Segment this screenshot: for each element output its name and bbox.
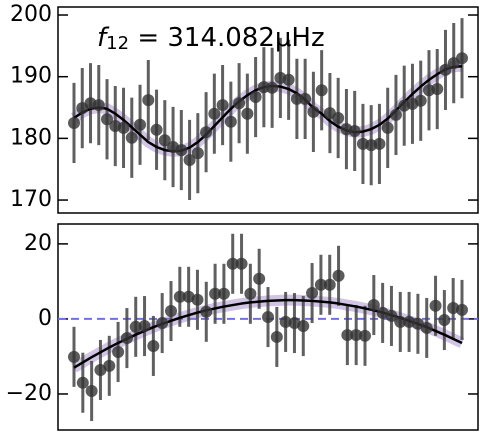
data-point: [216, 99, 229, 112]
data-point: [389, 108, 402, 121]
data-point: [253, 272, 266, 285]
data-point: [191, 293, 204, 306]
data-point: [138, 320, 151, 333]
data-point: [134, 118, 147, 131]
data-point: [200, 126, 213, 139]
data-point: [414, 94, 427, 107]
data-point: [282, 73, 295, 86]
data-point: [117, 121, 130, 134]
data-point: [85, 384, 98, 397]
data-point: [323, 278, 336, 291]
data-point: [385, 309, 398, 322]
data-point: [429, 299, 442, 312]
data-point: [394, 315, 407, 328]
data-point: [200, 305, 213, 318]
data-point: [92, 99, 105, 112]
data-point: [270, 330, 283, 343]
data-point: [147, 339, 160, 352]
data-point: [112, 345, 125, 358]
data-point: [420, 321, 433, 334]
data-point: [208, 107, 221, 120]
plot-frame: [57, 6, 479, 214]
data-point: [173, 290, 186, 303]
data-point: [367, 299, 380, 312]
data-point: [165, 305, 177, 318]
y-tick-label: 180: [10, 125, 52, 150]
y-tick-label: 0: [38, 306, 52, 331]
annotation-text: = 314.082μHz: [129, 23, 325, 53]
data-point: [438, 314, 451, 327]
data-point: [120, 332, 133, 345]
data-point: [456, 52, 468, 65]
data-point: [217, 287, 230, 300]
data-point: [191, 147, 204, 160]
data-point: [76, 376, 89, 389]
plot-frame: [57, 223, 479, 431]
data-point: [175, 144, 188, 157]
data-point: [456, 303, 468, 316]
data-point: [233, 97, 246, 110]
data-point: [68, 116, 80, 129]
data-point: [431, 83, 444, 96]
data-point: [68, 350, 80, 363]
data-point: [103, 359, 116, 372]
y-tick-label: 20: [24, 231, 52, 256]
data-point: [373, 137, 386, 150]
data-point: [183, 153, 196, 166]
data-point: [241, 107, 254, 120]
y-tick-label: 170: [10, 187, 52, 212]
data-point: [235, 257, 248, 270]
data-point: [350, 329, 363, 342]
data-point: [314, 278, 327, 291]
data-point: [279, 315, 292, 328]
data-point: [307, 105, 320, 118]
data-point: [297, 320, 310, 333]
data-point: [142, 94, 155, 107]
annotation-subscript: 12: [106, 33, 129, 54]
data-point: [158, 134, 171, 147]
data-point: [224, 115, 237, 128]
data-point: [315, 84, 328, 97]
data-point: [439, 63, 452, 76]
y-tick-label: 200: [10, 2, 52, 27]
y-tick-label: −20: [6, 381, 52, 406]
data-point: [125, 131, 138, 144]
data-point: [150, 123, 163, 136]
data-point: [306, 287, 319, 300]
data-point: [381, 121, 394, 134]
annotation: f12 = 314.082μHz: [97, 23, 325, 55]
data-point: [249, 91, 262, 104]
data-point: [262, 311, 274, 324]
data-point: [341, 329, 354, 342]
data-point: [244, 287, 257, 300]
data-point: [332, 112, 345, 125]
data-point: [359, 329, 371, 342]
data-point: [299, 92, 312, 105]
data-point: [101, 113, 114, 126]
data-point: [348, 124, 361, 137]
data-point: [209, 287, 222, 300]
data-point: [332, 269, 345, 282]
data-point: [156, 317, 169, 330]
y-tick-label: 190: [10, 64, 52, 89]
data-point: [290, 92, 303, 105]
data-point: [266, 81, 279, 94]
data-point: [129, 320, 142, 333]
data-point: [226, 257, 239, 270]
